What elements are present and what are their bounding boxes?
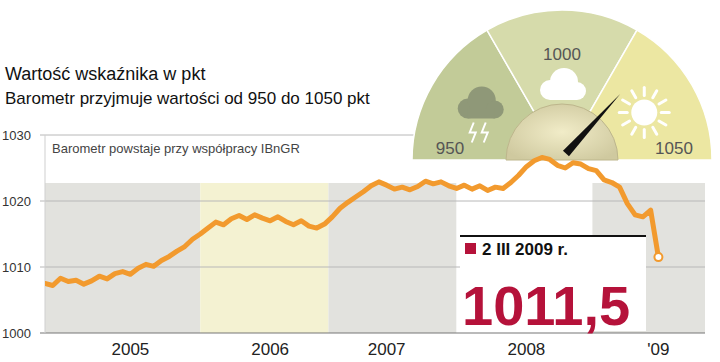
gauge-needle bbox=[563, 94, 620, 156]
x-axis: 2005 2006 2007 2008 '09 bbox=[111, 340, 669, 359]
year-band bbox=[200, 183, 328, 333]
x-tick-label: 2005 bbox=[111, 340, 149, 359]
lightning bbox=[482, 123, 488, 143]
last-point bbox=[654, 253, 662, 261]
y-tick-label: 1000 bbox=[2, 326, 31, 341]
chart-root: 1000 1010 1020 1030 Wartość wskaźnika w pkt B… bbox=[0, 0, 720, 362]
grid-line bbox=[40, 201, 705, 202]
y-tick-label: 1010 bbox=[2, 260, 31, 275]
x-tick-label: '09 bbox=[647, 340, 669, 359]
cloud-icon bbox=[540, 68, 586, 100]
year-band bbox=[45, 183, 200, 333]
y-axis-line bbox=[45, 135, 46, 333]
annotation-value: 1011,5 bbox=[462, 274, 630, 337]
gauge: 950 1000 1050 bbox=[412, 10, 712, 160]
annotation-box: 2 III 2009 r. 1011,5 bbox=[460, 236, 646, 337]
sun-icon bbox=[619, 88, 669, 138]
gauge-tick-label: 1000 bbox=[543, 45, 581, 64]
annotation-date: 2 III 2009 r. bbox=[482, 240, 568, 259]
gauge-tick-label: 1050 bbox=[655, 139, 693, 158]
storm-icon bbox=[458, 87, 504, 119]
x-tick-label: 2008 bbox=[507, 340, 545, 359]
x-tick-label: 2007 bbox=[368, 340, 406, 359]
lightning bbox=[470, 123, 476, 143]
y-tick-label: 1020 bbox=[2, 194, 31, 209]
source-note: Barometr powstaje przy współpracy IBnGR bbox=[52, 141, 300, 156]
y-tick-label: 1030 bbox=[2, 128, 31, 143]
gauge-dial bbox=[506, 104, 618, 160]
annotation-rule bbox=[460, 235, 646, 237]
annotation-square bbox=[465, 243, 476, 254]
x-tick-label: 2006 bbox=[251, 340, 289, 359]
subtitle: Barometr przyjmuje wartości od 950 do 10… bbox=[5, 89, 370, 108]
gauge-tick-label: 950 bbox=[436, 139, 464, 158]
title: Wartość wskaźnika w pkt bbox=[5, 64, 205, 84]
